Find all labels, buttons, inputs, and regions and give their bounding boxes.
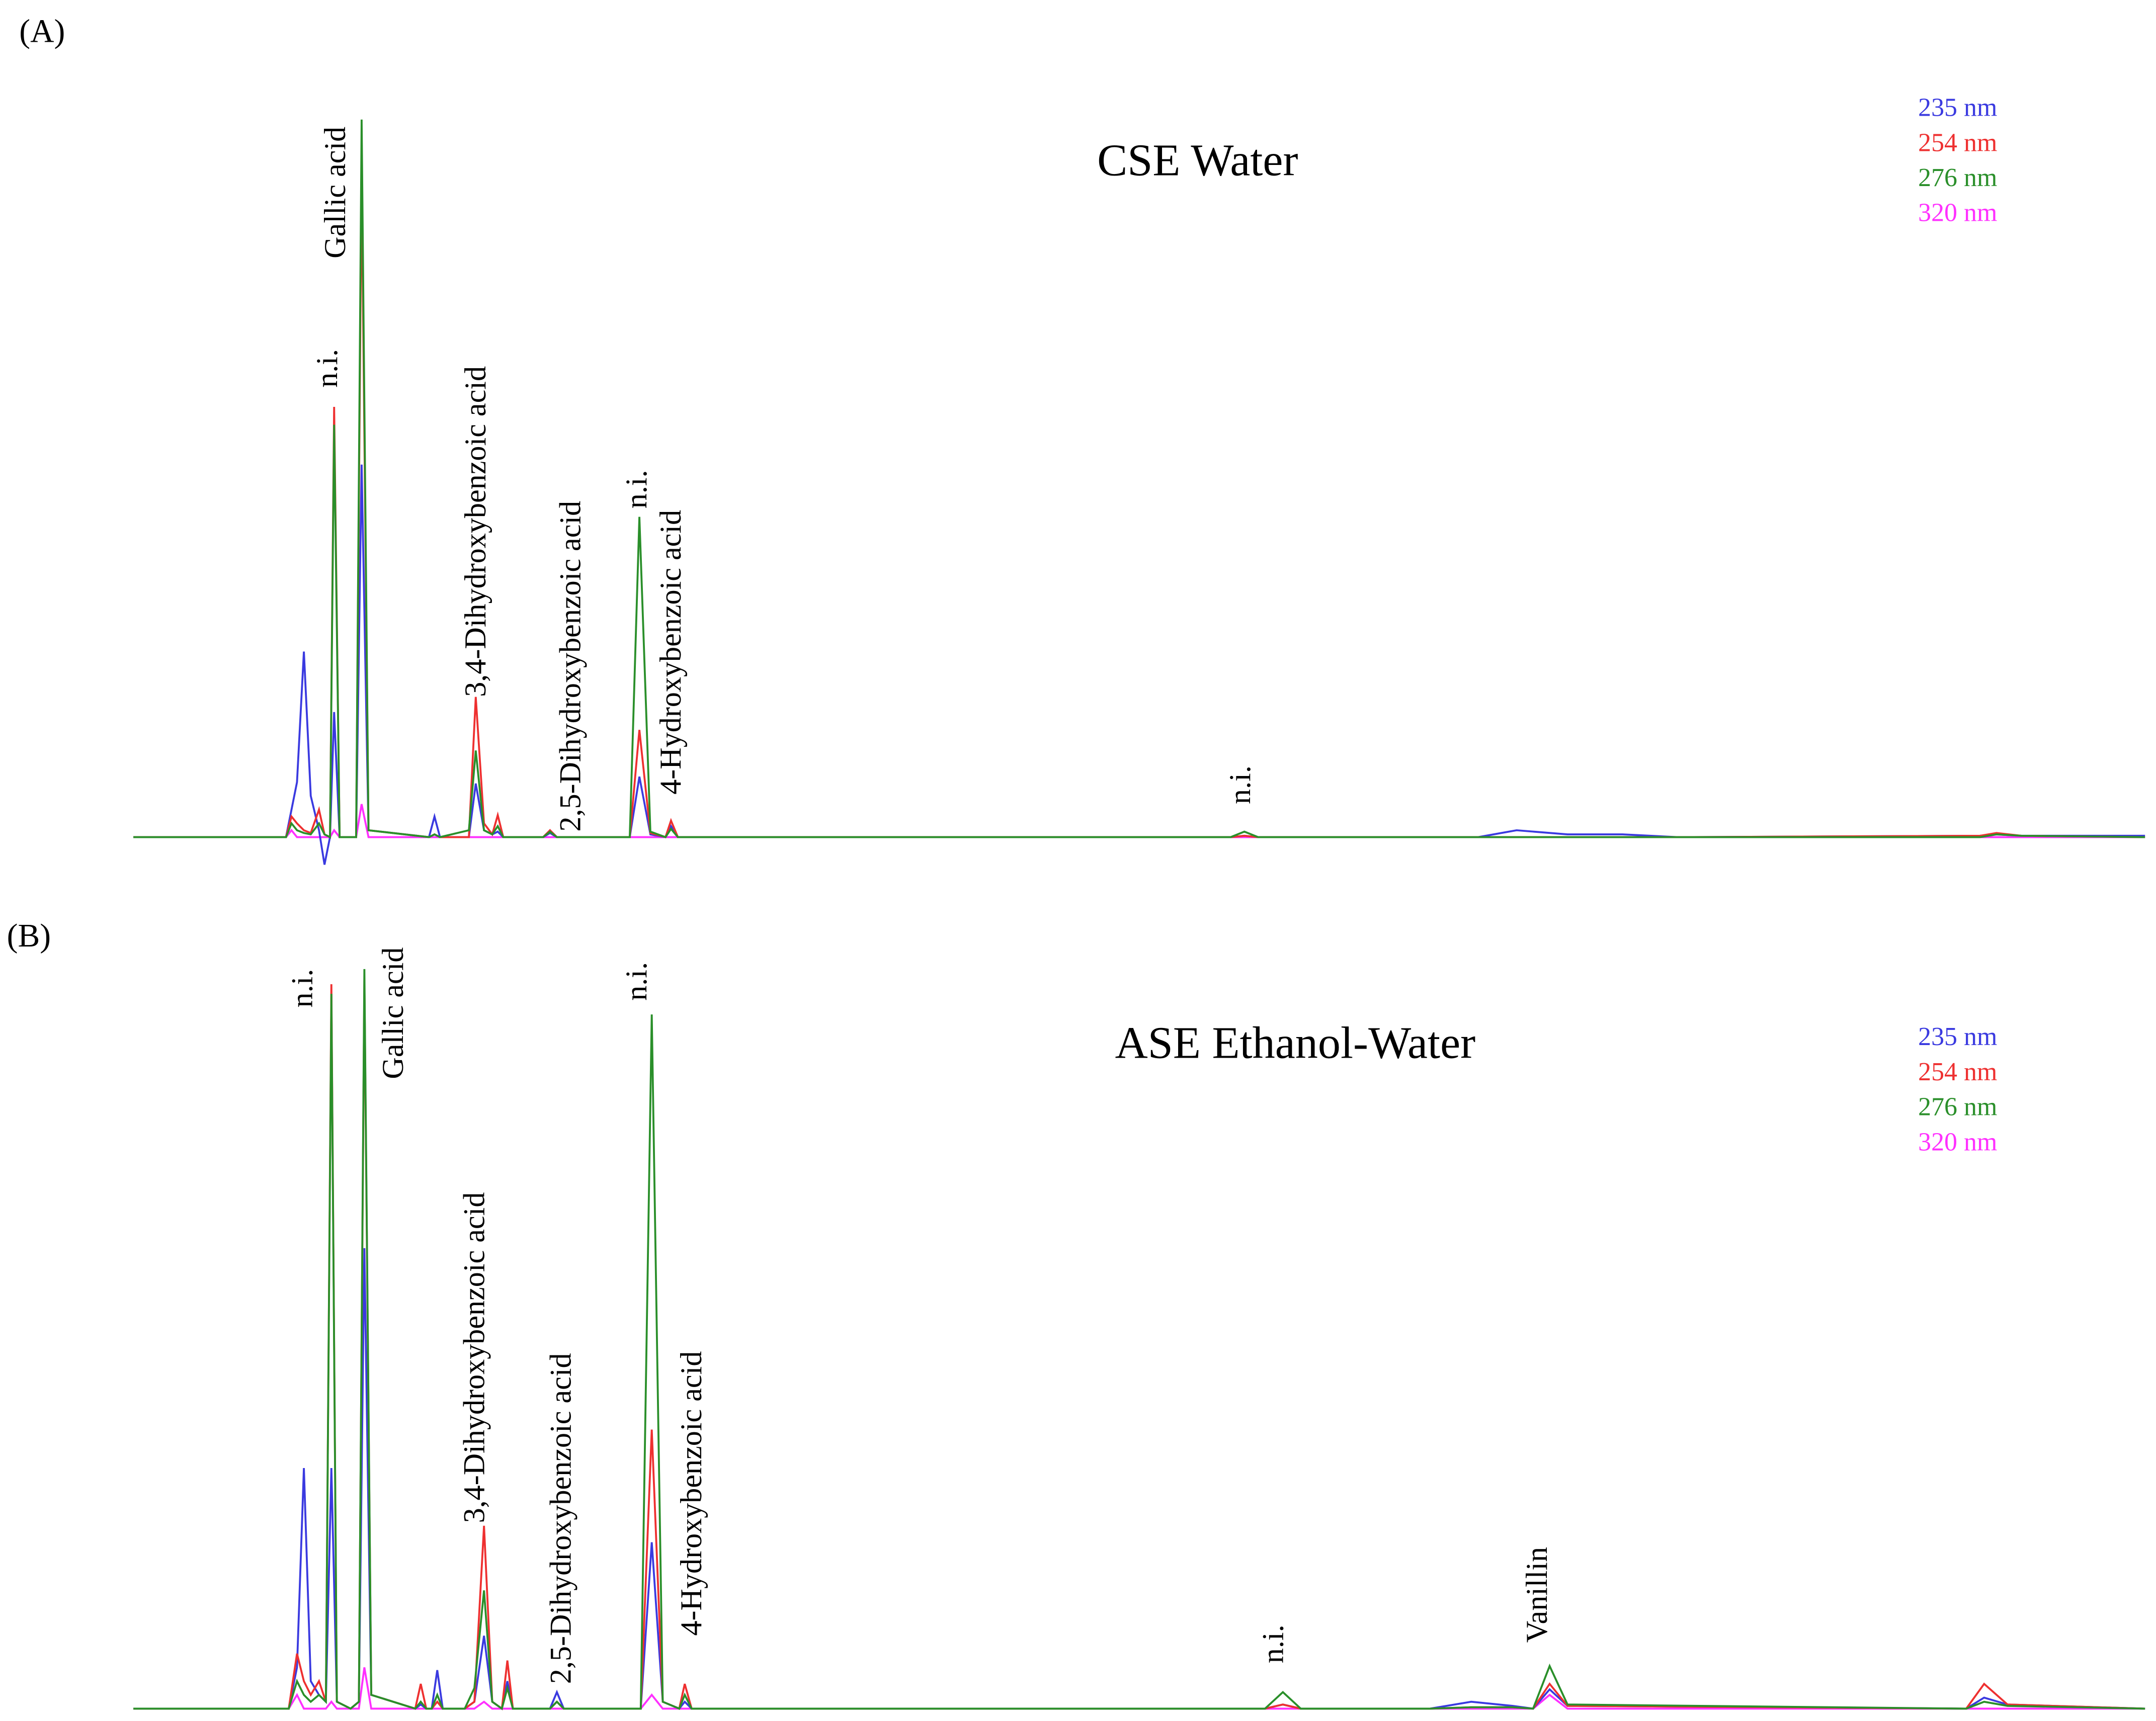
panel-title: CSE Water xyxy=(1097,135,1298,186)
peak-annotation: 2,5-Dihydroxybenzoic acid xyxy=(544,1353,577,1684)
panel: (A) CSE Water 235 nm 254 nm 276 nm 320 nm n.i.… xyxy=(19,13,2145,865)
peak-annotation: Gallic acid xyxy=(376,948,410,1079)
trace xyxy=(133,980,2145,1710)
peak-annotation: 2,5-Dihydroxybenzoic acid xyxy=(554,501,588,832)
peak-annotation: n.i. xyxy=(310,349,344,388)
peak-annotation: n.i. xyxy=(620,962,653,1001)
legend-entry: 254 nm xyxy=(1918,1058,1997,1086)
panel: (B) ASE Ethanol-Water 235 nm 254 nm 276 nm 32… xyxy=(7,918,2145,1710)
legend-entry: 235 nm xyxy=(1918,1022,1997,1051)
trace xyxy=(133,171,2145,839)
panel-title: ASE Ethanol-Water xyxy=(1115,1017,1476,1068)
panel-label: (A) xyxy=(19,13,65,49)
peak-annotation: 4-Hydroxybenzoic acid xyxy=(654,510,688,795)
panel-label: (B) xyxy=(7,918,51,954)
legend-entry: 320 nm xyxy=(1918,1128,1997,1156)
peak-annotation: n.i. xyxy=(286,969,319,1008)
peak-annotation: n.i. xyxy=(1223,765,1257,804)
peak-annotation: 4-Hydroxybenzoic acid xyxy=(675,1351,708,1636)
legend-entry: 320 nm xyxy=(1918,199,1997,227)
trace xyxy=(133,1248,2145,1710)
peak-annotation: Vanillin xyxy=(1520,1547,1554,1643)
legend-entry: 254 nm xyxy=(1918,128,1997,157)
peak-annotation: n.i. xyxy=(620,470,653,508)
peak-annotation: Gallic acid xyxy=(318,127,352,259)
trace xyxy=(133,969,2145,1710)
peak-annotation: n.i. xyxy=(1256,1624,1290,1663)
legend-entry: 235 nm xyxy=(1918,94,1997,122)
trace xyxy=(133,1667,2145,1710)
legend-entry: 276 nm xyxy=(1918,163,1997,192)
legend-entry: 276 nm xyxy=(1918,1093,1997,1122)
trace xyxy=(133,464,2145,865)
trace xyxy=(133,119,2145,839)
peak-annotation: 3,4-Dihydroxybenzoic acid xyxy=(457,1192,491,1523)
peak-annotation: 3,4-Dihydroxybenzoic acid xyxy=(459,366,492,697)
